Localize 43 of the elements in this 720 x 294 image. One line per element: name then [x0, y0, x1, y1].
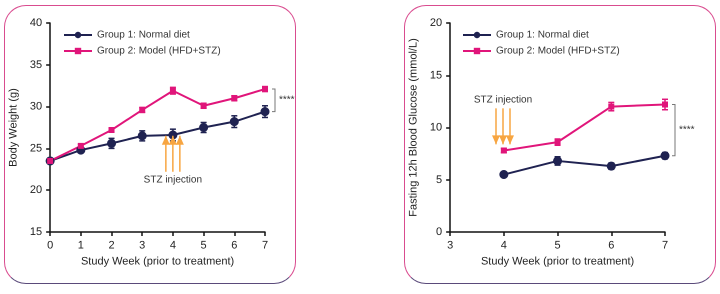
- y-tick-label: 5: [436, 174, 442, 186]
- point: [78, 142, 84, 149]
- x-tick-label: 1: [78, 240, 84, 252]
- x-tick-label: 5: [554, 240, 561, 252]
- point: [499, 170, 508, 180]
- x-tick-label: 7: [662, 240, 668, 252]
- y-tick-label: 40: [30, 17, 42, 29]
- x-tick-label: 6: [608, 240, 614, 252]
- point: [230, 117, 239, 126]
- y-tick-label: 20: [30, 184, 42, 196]
- point: [260, 107, 270, 116]
- x-tick-label: 5: [200, 240, 207, 252]
- x-tick-label: 6: [231, 240, 238, 252]
- y-tick-label: 20: [430, 17, 442, 29]
- point: [608, 104, 614, 110]
- y-tick-label: 35: [30, 58, 42, 71]
- y-axis-title: Body Weight (g): [8, 88, 20, 167]
- legend-label: Group 2: Model (HFD+STZ): [496, 46, 620, 56]
- text: ****: [279, 94, 295, 106]
- point: [108, 127, 115, 134]
- x-axis-title: Study Week (prior to treatment): [480, 255, 634, 268]
- legend-label: Group 1: Normal diet: [97, 30, 190, 40]
- text: ****: [679, 124, 695, 136]
- x-tick-label: 2: [108, 240, 115, 252]
- y-tick-label: 15: [30, 226, 42, 238]
- x-tick-label: 4: [500, 240, 507, 252]
- annotation: STZ injection: [144, 174, 202, 186]
- y-tick-label: 0: [436, 226, 442, 238]
- x-tick-label: 0: [47, 240, 54, 252]
- x-tick-label: 3: [139, 240, 146, 252]
- legend-label: Group 2: Model (HFD+STZ): [97, 46, 221, 56]
- y-tick-label: 30: [30, 100, 42, 113]
- y-tick-label: 15: [430, 69, 442, 82]
- annotation: STZ injection: [474, 94, 532, 106]
- y-tick-label: 10: [430, 122, 442, 134]
- x-tick-label: 4: [170, 240, 176, 252]
- legend-label: Group 1: Normal diet: [496, 30, 590, 40]
- y-tick-label: 25: [30, 142, 42, 154]
- x-axis-title: Study Week (prior to treatment): [80, 255, 234, 268]
- point: [662, 102, 668, 108]
- y-axis-title: Fasting 12h Blood Glucose (mmol/L): [408, 38, 420, 217]
- x-tick-label: 7: [262, 240, 268, 252]
- x-tick-label: 3: [447, 240, 454, 252]
